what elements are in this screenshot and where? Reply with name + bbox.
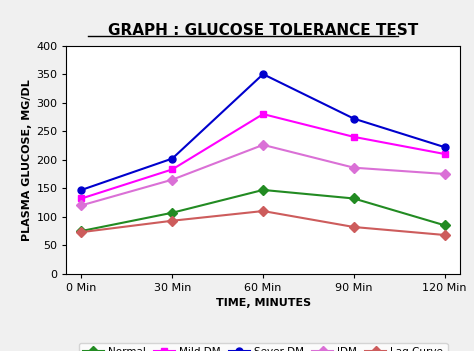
Normal	[169, 211, 175, 215]
Mild DM	[260, 112, 266, 116]
Sever DM	[442, 145, 447, 149]
Line: Normal: Normal	[78, 186, 448, 234]
X-axis label: TIME, MINUTES: TIME, MINUTES	[216, 298, 310, 309]
Line: Lag Curve: Lag Curve	[78, 207, 448, 238]
Mild DM	[442, 152, 447, 156]
Normal	[260, 188, 266, 192]
Sever DM	[169, 157, 175, 161]
Y-axis label: PLASMA GLUCOSE, MG/DL: PLASMA GLUCOSE, MG/DL	[22, 79, 32, 240]
IDM	[79, 203, 84, 207]
IDM	[260, 143, 266, 147]
Lag Curve	[79, 230, 84, 234]
Mild DM	[79, 196, 84, 200]
IDM	[351, 166, 357, 170]
Sever DM	[79, 188, 84, 192]
Sever DM	[260, 72, 266, 76]
Line: Sever DM: Sever DM	[78, 71, 448, 193]
Legend: Normal, Mild DM, Sever DM, IDM, Lag Curve: Normal, Mild DM, Sever DM, IDM, Lag Curv…	[79, 343, 447, 351]
IDM	[442, 172, 447, 176]
Lag Curve	[442, 233, 447, 237]
Mild DM	[351, 135, 357, 139]
Normal	[442, 223, 447, 227]
Normal	[79, 229, 84, 233]
Normal	[351, 196, 357, 200]
Mild DM	[169, 167, 175, 172]
Line: IDM: IDM	[78, 141, 448, 209]
Lag Curve	[260, 209, 266, 213]
Sever DM	[351, 117, 357, 121]
Line: Mild DM: Mild DM	[78, 111, 448, 202]
Lag Curve	[169, 219, 175, 223]
Lag Curve	[351, 225, 357, 229]
IDM	[169, 178, 175, 182]
Title: GRAPH : GLUCOSE TOLERANCE TEST: GRAPH : GLUCOSE TOLERANCE TEST	[108, 22, 418, 38]
